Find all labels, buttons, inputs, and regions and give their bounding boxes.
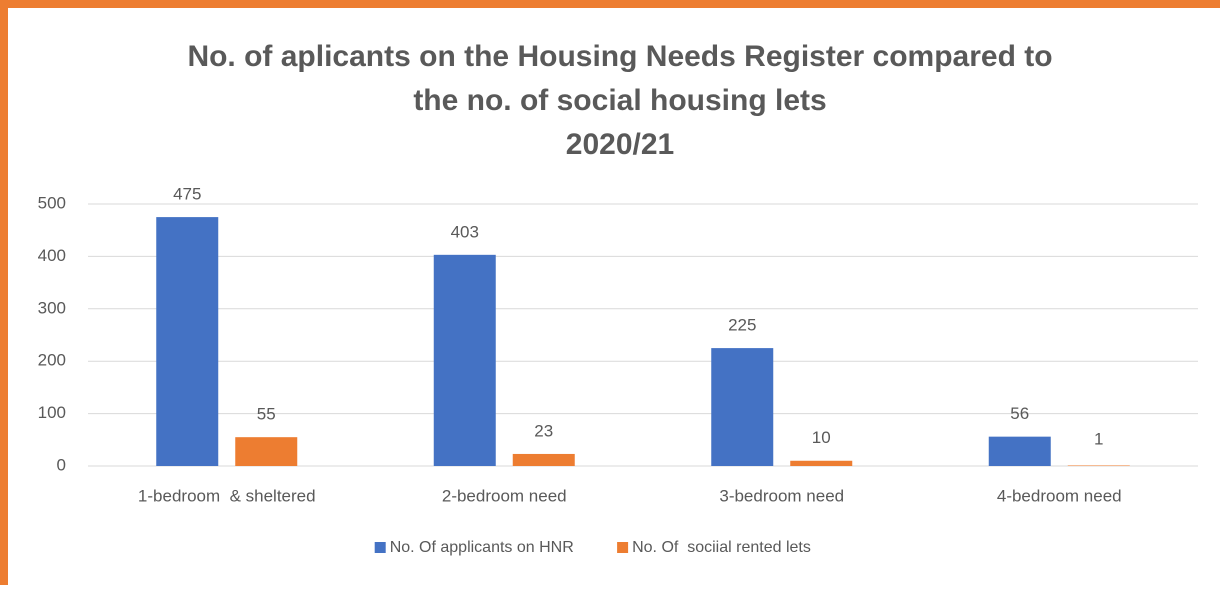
chart-title: No. of aplicants on the Housing Needs Re…	[187, 40, 1052, 73]
x-tick-label: 2-bedroom need	[442, 486, 567, 505]
y-tick-label: 100	[38, 403, 66, 422]
y-tick-label: 200	[38, 351, 66, 370]
bar	[988, 436, 1051, 466]
bar	[156, 217, 219, 466]
y-tick-label: 500	[38, 193, 66, 212]
data-label: 10	[812, 428, 831, 447]
chart-title: the no. of social housing lets	[413, 84, 826, 117]
data-label: 55	[257, 405, 276, 424]
legend-swatch	[374, 542, 386, 553]
bar	[790, 460, 853, 466]
x-tick-label: 3-bedroom need	[719, 486, 844, 505]
bar	[433, 254, 496, 466]
bar	[711, 348, 774, 466]
y-tick-label: 300	[38, 298, 66, 317]
x-tick-label: 1-bedroom & sheltered	[138, 486, 316, 505]
data-label: 403	[451, 222, 479, 241]
bar	[512, 453, 575, 466]
legend-label: No. Of applicants on HNR	[390, 539, 574, 556]
y-tick-label: 0	[57, 455, 66, 474]
legend-label: No. Of sociial rented lets	[632, 539, 811, 556]
bar	[1067, 465, 1130, 466]
frame-left	[0, 0, 8, 585]
chart-title: 2020/21	[566, 128, 674, 161]
x-tick-label: 4-bedroom need	[997, 486, 1122, 505]
data-label: 23	[534, 421, 553, 440]
y-tick-label: 400	[38, 246, 66, 265]
bar	[235, 437, 298, 466]
data-label: 56	[1010, 404, 1029, 423]
frame-top	[0, 0, 1220, 8]
data-label: 475	[173, 185, 201, 204]
data-label: 1	[1094, 429, 1103, 448]
data-label: 225	[728, 316, 756, 335]
legend-swatch	[617, 542, 629, 553]
